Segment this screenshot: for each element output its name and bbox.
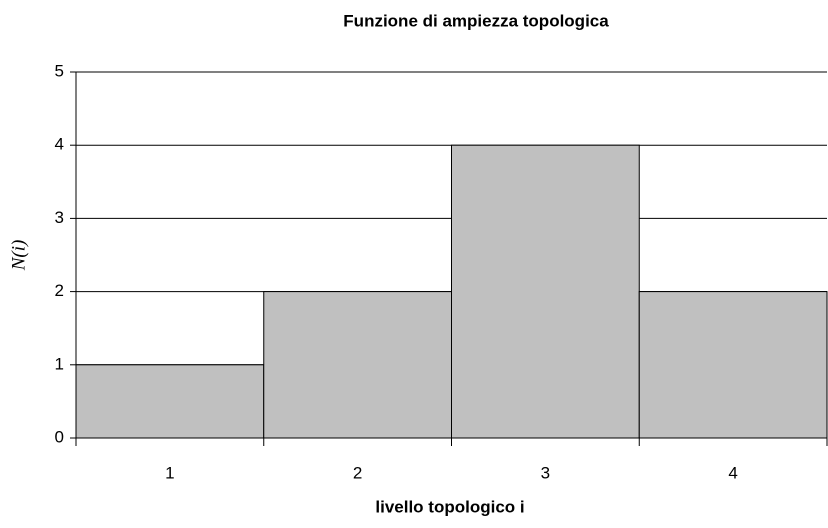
y-tick-label: 4 xyxy=(55,135,64,154)
bar xyxy=(638,291,828,439)
x-tick-label: 3 xyxy=(541,463,550,482)
x-axis-label: livello topologico i xyxy=(375,497,524,516)
y-tick-label: 3 xyxy=(55,208,64,227)
bar xyxy=(75,364,265,439)
x-tick-label: 2 xyxy=(353,463,362,482)
chart-title: Funzione di ampiezza topologica xyxy=(343,11,609,30)
x-tick-label: 1 xyxy=(165,463,174,482)
y-tick-label: 5 xyxy=(55,61,64,80)
bar xyxy=(263,291,452,439)
y-axis-label: N(i) xyxy=(8,240,29,272)
x-tick-label: 4 xyxy=(728,463,737,482)
y-tick-label: 1 xyxy=(55,354,64,373)
bar xyxy=(451,144,640,439)
y-tick-label: 0 xyxy=(55,427,64,446)
y-tick-label: 2 xyxy=(55,281,64,300)
